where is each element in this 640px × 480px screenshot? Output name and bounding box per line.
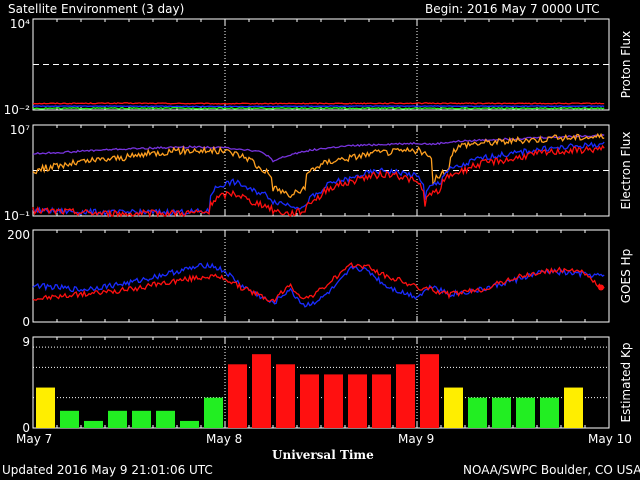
y-tick-label-bottom: 10⁻² [4,103,31,117]
panel-frame [32,18,610,111]
kp-bar [492,397,511,428]
series-line-red [32,144,605,219]
kp-bar [204,397,223,428]
kp-bar [276,364,295,428]
x-tick-may9: May 9 [398,432,435,446]
panel-y-label: Electron Flux [619,132,633,210]
kp-bar [564,387,583,428]
credit-line: NOAA/SWPC Boulder, CO USA [463,463,640,477]
x-tick-may8: May 8 [206,432,243,446]
kp-bar [84,420,103,428]
kp-bar [60,410,79,428]
kp-bar [372,374,391,428]
kp-bar [468,397,487,428]
kp-bar [180,420,199,428]
y-tick-label-bottom: 10⁻¹ [4,209,31,223]
panel-y-label: Proton Flux [619,31,633,98]
begin-timestamp: Begin: 2016 May 7 0000 UTC [425,2,600,16]
series-line-blue [32,105,605,108]
series-line-blue [32,261,605,308]
chart-title: Satellite Environment (3 day) [8,2,185,16]
kp-bar [300,374,319,428]
series-line-red [32,102,605,105]
panel-frame [32,229,610,323]
series-line-blue [32,141,605,217]
y-tick-label-bottom: 0 [22,421,30,435]
kp-bar [396,364,415,428]
kp-bar [324,374,343,428]
kp-bar [108,410,127,428]
kp-bar [132,410,151,428]
kp-bar [348,374,367,428]
kp-bar [540,397,559,428]
y-tick-label-top: 200 [7,228,30,242]
kp-bar [36,387,55,428]
series-line-green [32,106,605,110]
kp-bar [420,354,439,428]
panel-y-label: Estimated Kp [619,343,633,423]
panel-y-label: GOES Hp [619,249,633,303]
series-line-red [32,262,605,304]
kp-bar [228,364,247,428]
x-tick-may7: May 7 [16,432,53,446]
y-tick-label-top: 10⁴ [10,17,30,31]
kp-bar [156,410,175,428]
y-tick-label-top: 9 [22,335,30,349]
kp-bar [516,397,535,428]
kp-bar [252,354,271,428]
x-axis-label: Universal Time [272,448,374,462]
y-tick-label-bottom: 0 [22,315,30,329]
latest-point-marker [598,284,604,291]
x-tick-may10: May 10 [588,432,632,446]
updated-timestamp: Updated 2016 May 9 21:01:06 UTC [2,463,213,477]
series-line-orange [32,132,605,199]
kp-bar [444,387,463,428]
y-tick-label-top: 10⁷ [10,123,30,137]
